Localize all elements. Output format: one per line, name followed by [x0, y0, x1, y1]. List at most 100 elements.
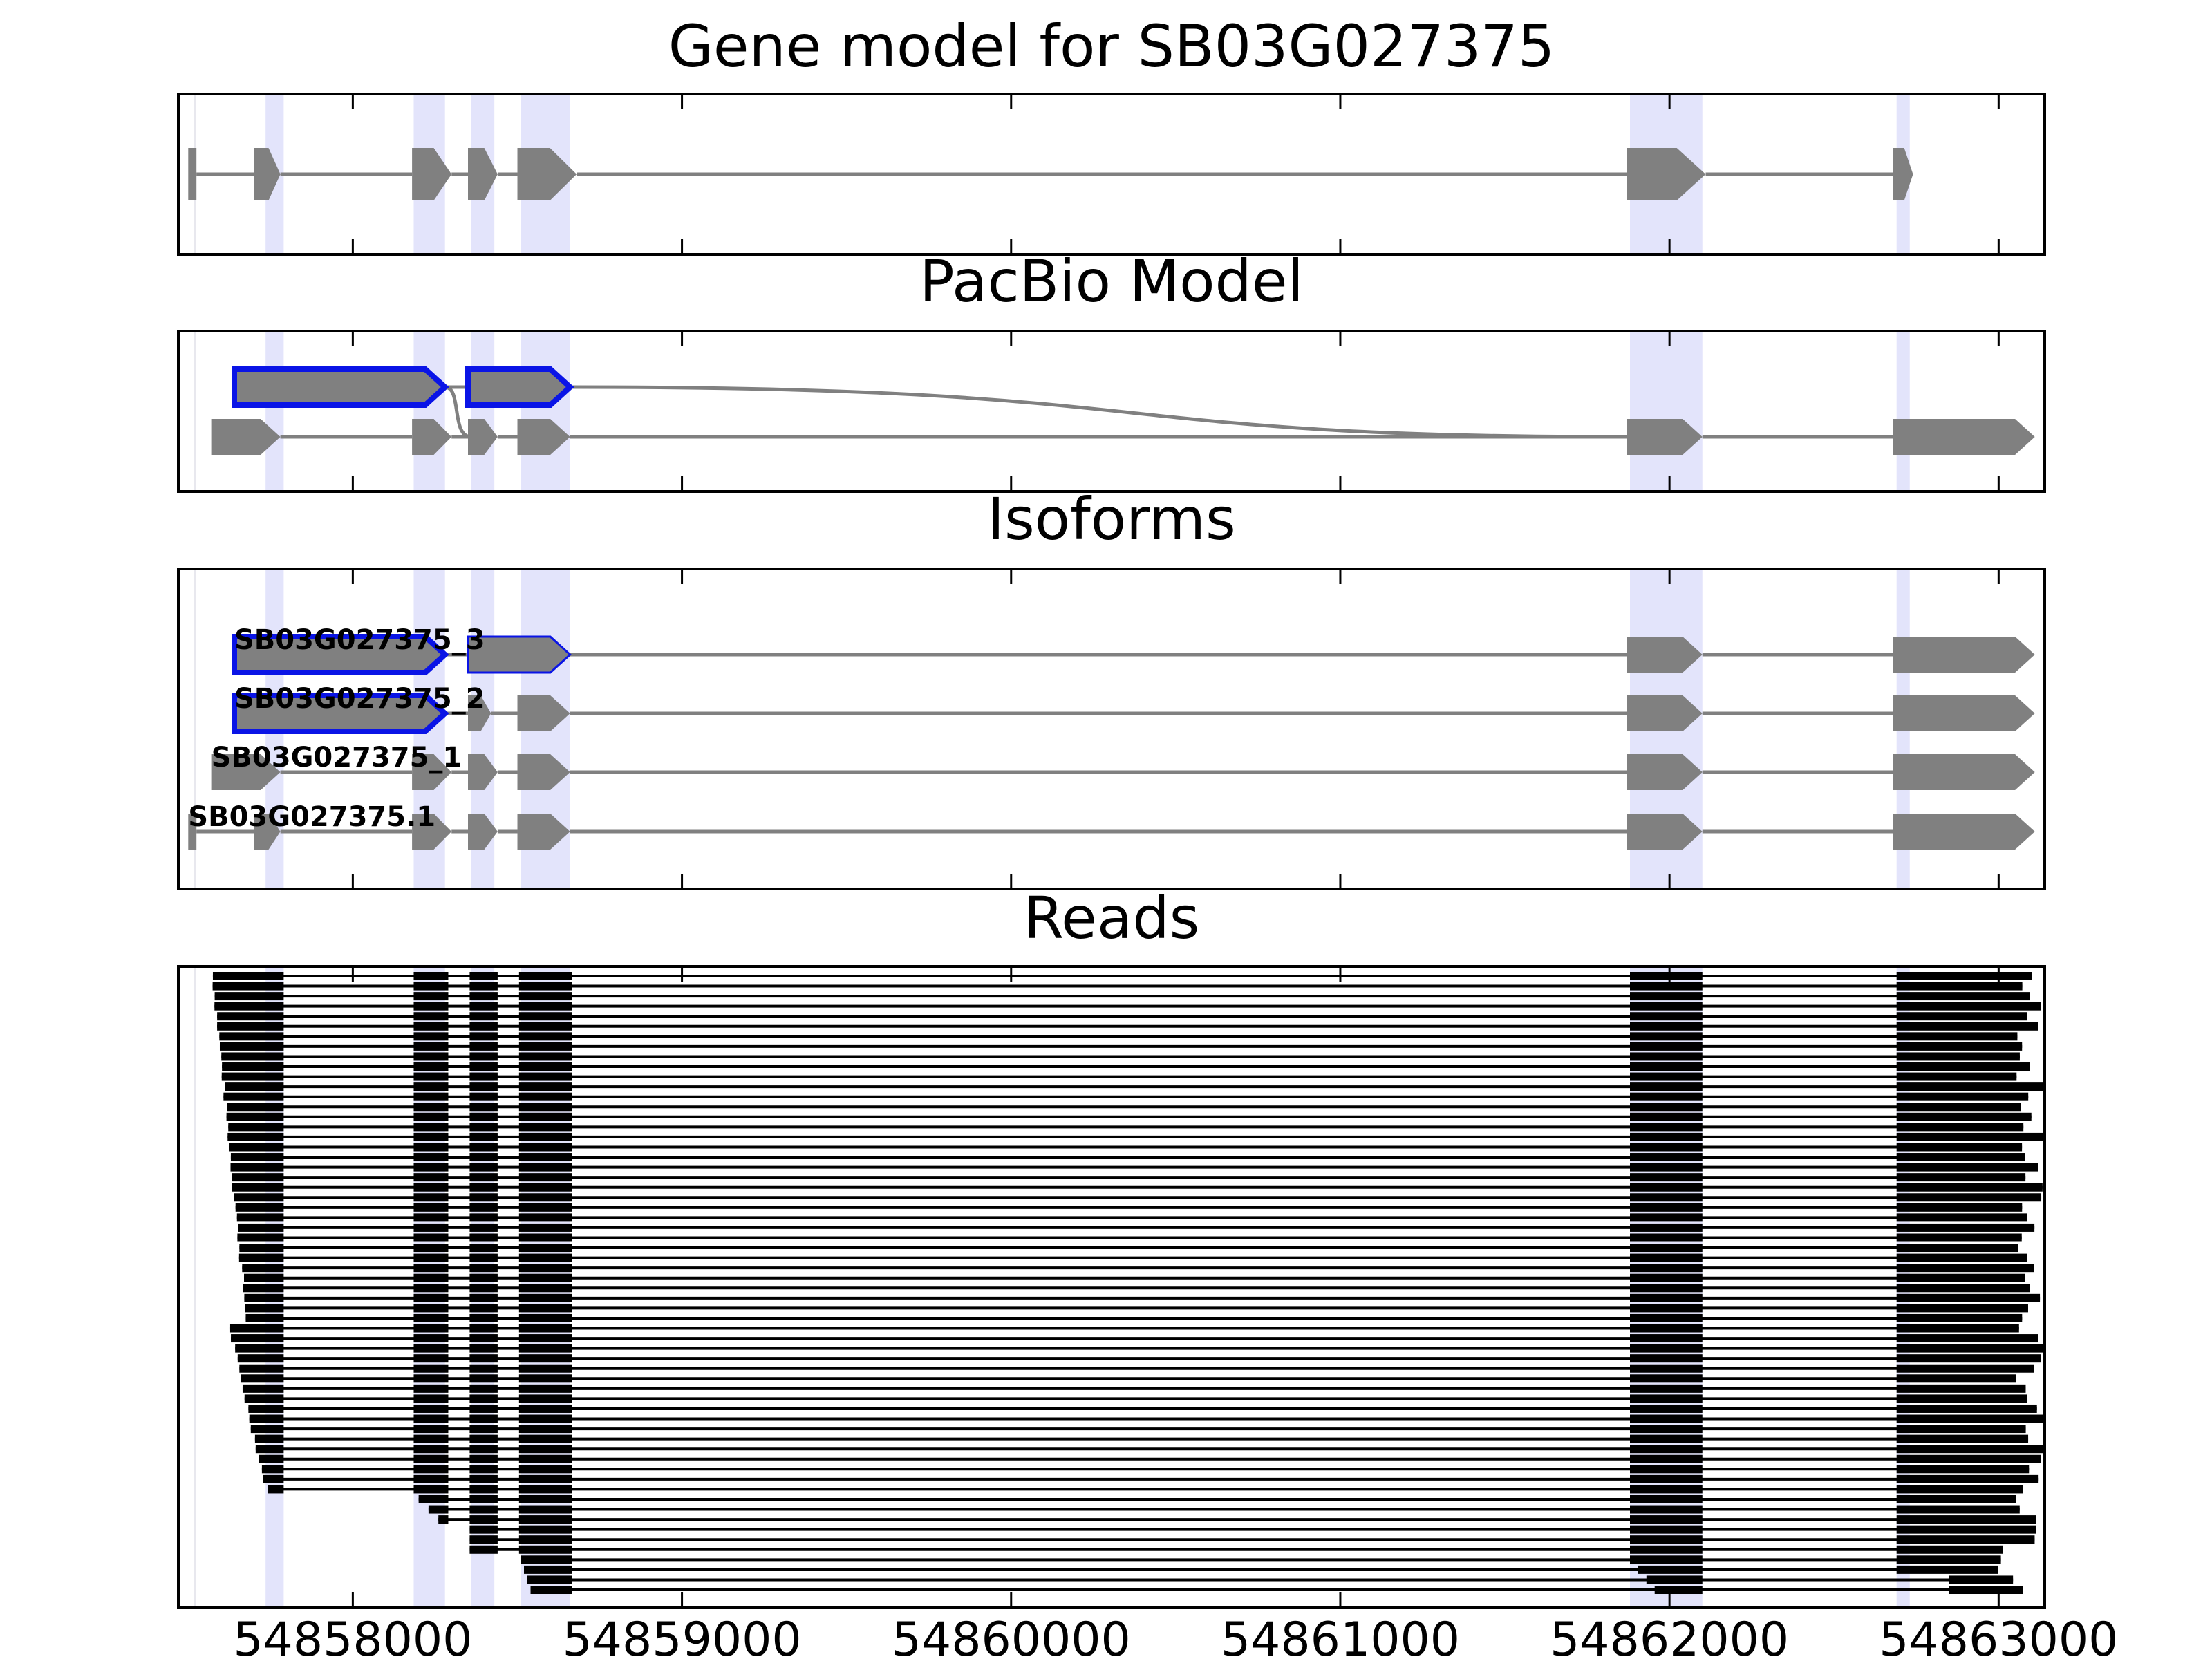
- read-block: [1896, 1103, 2021, 1112]
- read-block: [1949, 1575, 2014, 1584]
- read-block: [1630, 1525, 1703, 1534]
- exon: [517, 695, 570, 731]
- read-block: [261, 1465, 284, 1474]
- read-block: [226, 1112, 284, 1121]
- read-block: [1896, 1233, 2022, 1242]
- panel-frame: [177, 568, 2046, 890]
- read-block: [518, 1012, 572, 1021]
- track-1: SB03G027375_2: [232, 683, 2035, 734]
- read-block: [232, 1183, 284, 1192]
- read-block: [518, 1354, 572, 1363]
- exon: [1893, 637, 2035, 673]
- read-block: [413, 1445, 449, 1454]
- read-block: [469, 1233, 498, 1242]
- exon: [412, 754, 452, 790]
- read-block: [413, 1344, 449, 1353]
- read-block: [241, 1374, 284, 1383]
- read-block: [1630, 1253, 1703, 1262]
- read-block: [469, 1425, 498, 1434]
- exon: [188, 814, 197, 850]
- read-block: [469, 1032, 498, 1041]
- read-block: [1638, 1565, 1703, 1574]
- read-block: [217, 1022, 284, 1031]
- read-block: [469, 1042, 498, 1051]
- read-block: [518, 1264, 572, 1273]
- panel-title: Reads: [1024, 884, 1200, 952]
- read-block: [1896, 1494, 2016, 1503]
- read-block: [518, 1425, 572, 1434]
- read-block: [518, 1042, 572, 1051]
- read-block: [1896, 1465, 2030, 1474]
- read-block: [212, 982, 284, 991]
- read-block: [518, 1414, 572, 1423]
- read-block: [1896, 1425, 2026, 1434]
- exon: [468, 419, 498, 455]
- read-block: [469, 1324, 498, 1333]
- read-block: [1630, 1062, 1703, 1071]
- read-block: [413, 1072, 449, 1081]
- read-block: [1654, 1586, 1703, 1594]
- read-block: [1630, 1374, 1703, 1383]
- read-block: [413, 1313, 449, 1322]
- read-block: [1896, 1344, 2044, 1353]
- exon: [211, 419, 281, 455]
- read-block: [1896, 1143, 2023, 1152]
- read-block: [1630, 1354, 1703, 1363]
- read-block: [1896, 1082, 2044, 1091]
- exon: [1893, 148, 1913, 200]
- read-block: [1896, 1434, 2029, 1443]
- read-block: [518, 1445, 572, 1454]
- read-block: [214, 1002, 284, 1011]
- read-block: [469, 1112, 498, 1121]
- read-block: [469, 1203, 498, 1212]
- read-block: [1630, 1334, 1703, 1343]
- track-1: [211, 419, 2035, 455]
- read-block: [1896, 1022, 2038, 1031]
- read-block: [1630, 1364, 1703, 1373]
- read-block: [469, 982, 498, 991]
- read-block: [219, 1042, 284, 1051]
- read-block: [255, 1445, 284, 1454]
- read-block: [1630, 1414, 1703, 1423]
- x-tick-label: 54858000: [233, 1613, 472, 1659]
- read-block: [413, 1334, 449, 1343]
- read-block: [1630, 1042, 1703, 1051]
- read-block: [469, 1143, 498, 1152]
- read-block: [469, 1525, 498, 1534]
- read-block: [1630, 1434, 1703, 1443]
- read-block: [413, 1414, 449, 1423]
- read-block: [469, 1052, 498, 1061]
- panel-frame: [177, 965, 2046, 1609]
- read-block: [469, 1494, 498, 1503]
- read-block: [518, 1032, 572, 1041]
- panel-title: Isoforms: [987, 485, 1236, 553]
- read-block: [413, 1153, 449, 1162]
- read-block: [518, 1394, 572, 1403]
- read-block: [469, 1163, 498, 1172]
- read-block: [1630, 1132, 1703, 1141]
- read-block: [1630, 1384, 1703, 1393]
- read-block: [1630, 1505, 1703, 1514]
- read-block: [1630, 1324, 1703, 1333]
- read-block: [413, 1022, 449, 1031]
- read-block: [413, 1284, 449, 1293]
- read-block: [518, 1334, 572, 1343]
- read-block: [227, 1103, 284, 1112]
- exon: [412, 148, 452, 200]
- read-block: [469, 972, 498, 980]
- x-tick-label: 54860000: [892, 1613, 1131, 1659]
- read-block: [1896, 1123, 2024, 1132]
- read-block: [413, 1163, 449, 1172]
- read-block: [1896, 1384, 2026, 1393]
- read-block: [1896, 1515, 2036, 1524]
- read-block: [248, 1404, 284, 1413]
- exon: [465, 366, 574, 408]
- read-block: [1630, 1404, 1703, 1413]
- panel-0: Gene model for SB03G027375: [177, 12, 2046, 256]
- read-block: [518, 1022, 572, 1031]
- read-block: [518, 1434, 572, 1443]
- read-block: [469, 1434, 498, 1443]
- reads: [212, 972, 2045, 1594]
- read-block: [413, 1364, 449, 1373]
